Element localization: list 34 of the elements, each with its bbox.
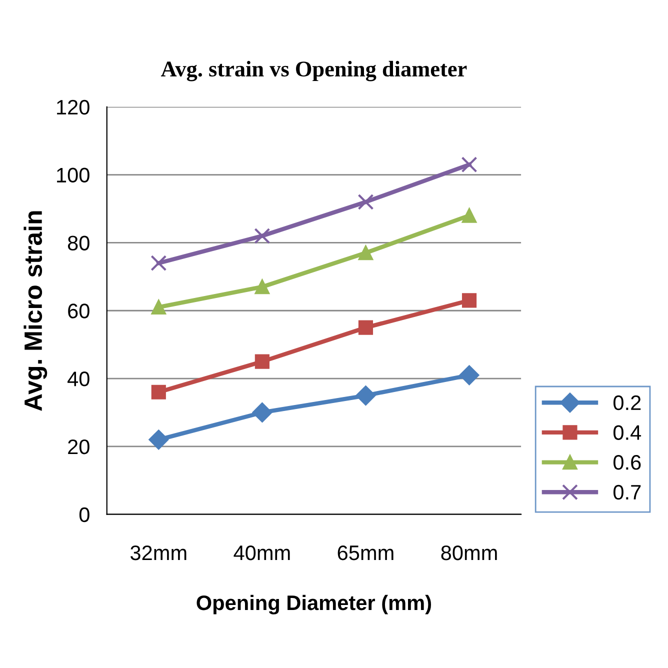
x-tick-label: 32mm bbox=[130, 545, 186, 560]
point bbox=[254, 354, 270, 369]
point bbox=[461, 156, 478, 173]
point bbox=[148, 430, 169, 450]
point bbox=[150, 255, 167, 272]
point bbox=[358, 246, 374, 260]
y-tick-label: 120 bbox=[57, 100, 90, 115]
y-tick-label: 100 bbox=[57, 168, 90, 183]
x-tick-label: 80mm bbox=[441, 545, 497, 560]
point bbox=[459, 365, 480, 386]
chart-title: Avg. strain vs Opening diameter bbox=[160, 60, 467, 82]
point bbox=[462, 293, 477, 308]
y-tick-label: 40 bbox=[68, 372, 90, 386]
legend-label: 0.7 bbox=[613, 484, 641, 500]
legend-label: 0.4 bbox=[613, 425, 642, 440]
y-tick-label: 20 bbox=[68, 439, 90, 454]
y-tick-label: 0 bbox=[79, 507, 90, 522]
x-tick-label: 40mm bbox=[234, 545, 290, 560]
legend-label: 0.6 bbox=[613, 455, 641, 470]
y-tick-label: 60 bbox=[68, 304, 90, 318]
point bbox=[254, 280, 270, 294]
point bbox=[356, 386, 376, 406]
y-tick-label: 80 bbox=[68, 236, 90, 250]
legend-label: 0.2 bbox=[613, 395, 641, 410]
point bbox=[252, 402, 272, 422]
point bbox=[358, 194, 374, 210]
point bbox=[151, 300, 166, 315]
y-axis-title: Avg. Micro strain bbox=[24, 211, 48, 411]
point bbox=[358, 320, 374, 335]
x-tick-label: 65mm bbox=[338, 545, 394, 560]
x-axis-title: Opening Diameter (mm) bbox=[196, 594, 431, 614]
point bbox=[254, 228, 270, 244]
point bbox=[151, 384, 166, 400]
point bbox=[462, 208, 477, 223]
